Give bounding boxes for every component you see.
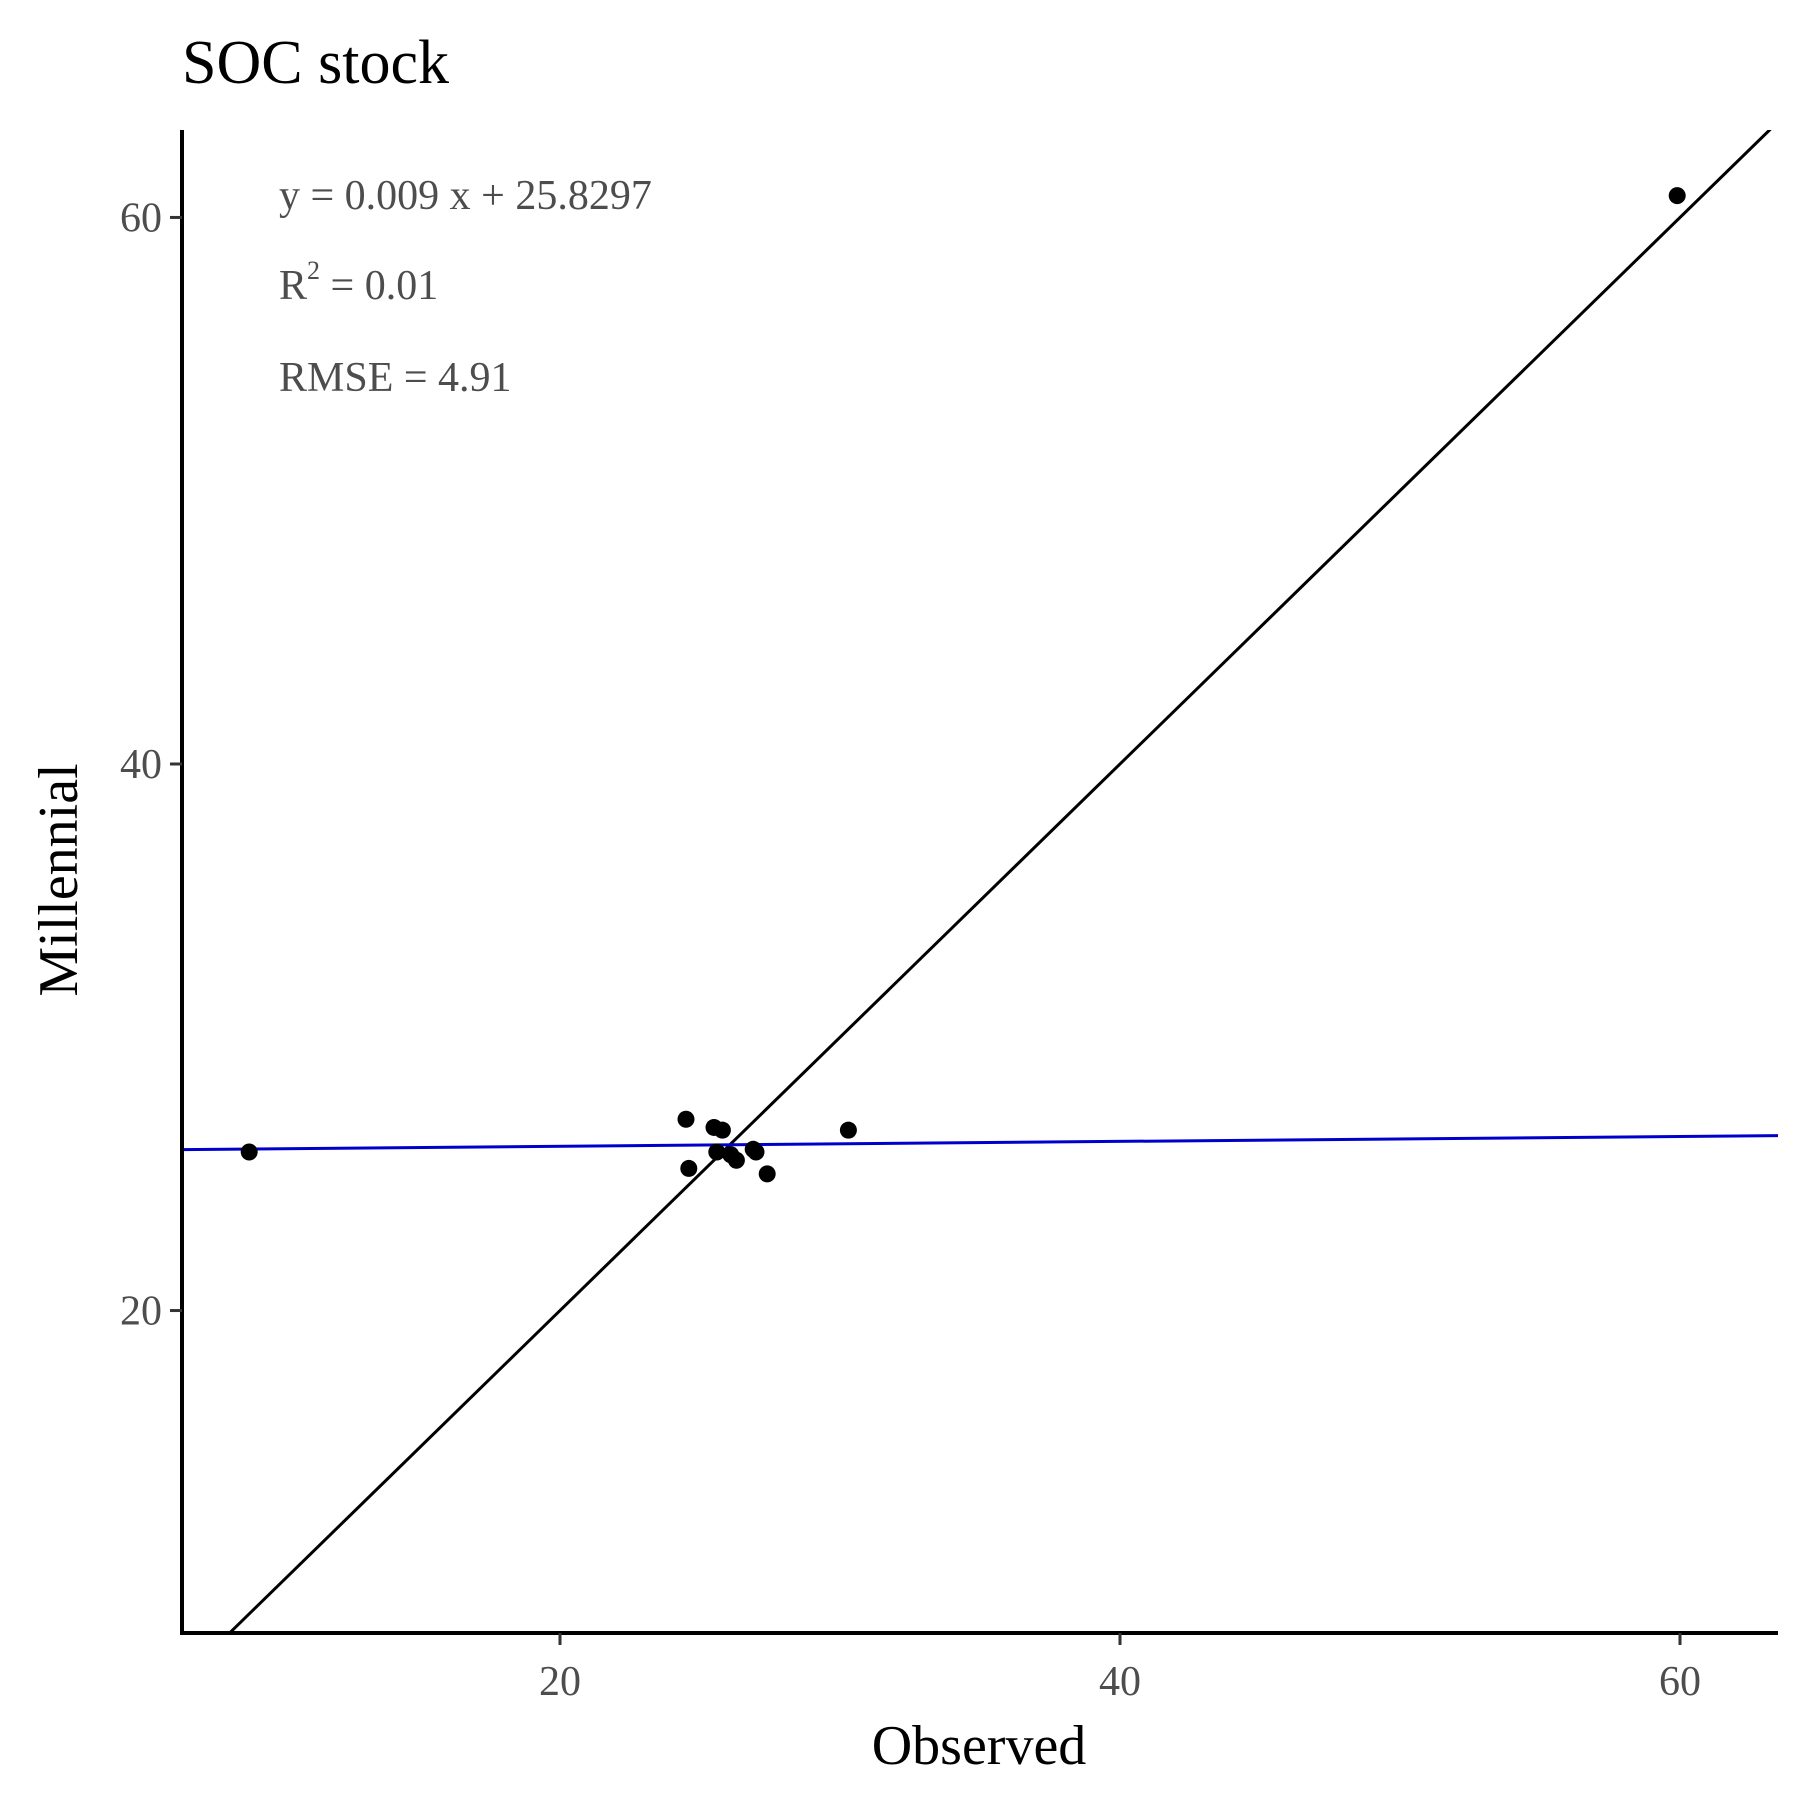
x-axis-title: Observed — [872, 1715, 1087, 1777]
r-squared-value: = 0.01 — [320, 263, 438, 309]
data-point — [758, 1165, 776, 1183]
x-tick-label: 40 — [1099, 1659, 1141, 1705]
r-squared-superscript: 2 — [307, 256, 320, 285]
stats-annotation: y = 0.009 x + 25.8297 R2 = 0.01 RMSE = 4… — [279, 173, 652, 401]
data-point — [727, 1151, 745, 1169]
data-point — [708, 1143, 726, 1161]
y-tick-label: 60 — [120, 195, 162, 241]
x-axis-ticks: 20 40 60 — [539, 1633, 1701, 1705]
x-tick-label: 20 — [539, 1659, 581, 1705]
chart-title: SOC stock — [182, 29, 449, 97]
regression-line — [182, 1134, 1778, 1152]
data-point — [713, 1121, 731, 1139]
data-point — [240, 1143, 258, 1161]
data-point — [677, 1110, 695, 1128]
x-tick-label: 60 — [1659, 1659, 1701, 1705]
y-axis-title: Millennial — [28, 763, 90, 996]
r-squared: R2 = 0.01 — [279, 256, 438, 309]
data-point — [747, 1143, 765, 1161]
data-point — [680, 1159, 698, 1177]
y-axis-ticks: 20 40 60 — [120, 195, 182, 1335]
identity-line — [227, 130, 1772, 1633]
r-squared-symbol: R — [279, 263, 307, 309]
y-tick-label: 20 — [120, 1289, 162, 1335]
y-tick-label: 40 — [120, 742, 162, 788]
fit-equation: y = 0.009 x + 25.8297 — [279, 173, 652, 219]
data-point — [839, 1121, 857, 1139]
rmse: RMSE = 4.91 — [279, 355, 512, 401]
plot-area — [182, 130, 1778, 1633]
data-point — [1668, 187, 1686, 205]
